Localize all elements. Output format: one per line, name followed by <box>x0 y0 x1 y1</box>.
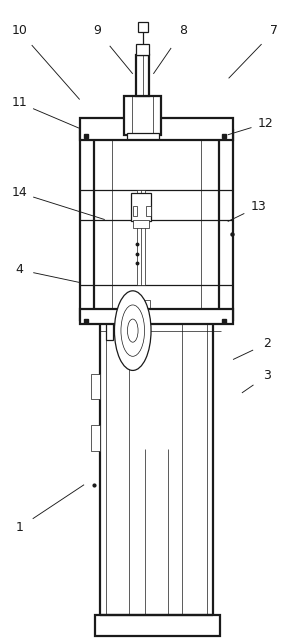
Text: 2: 2 <box>263 337 271 350</box>
Text: 8: 8 <box>179 24 187 37</box>
Bar <box>138 22 148 32</box>
Bar <box>139 300 150 309</box>
Bar <box>127 133 159 139</box>
Text: 1: 1 <box>15 521 23 534</box>
Text: 4: 4 <box>15 263 23 276</box>
Bar <box>131 193 151 221</box>
Bar <box>137 190 145 285</box>
Bar <box>124 96 161 135</box>
Bar <box>91 425 100 451</box>
Bar <box>95 615 220 636</box>
Bar <box>146 206 151 216</box>
Text: 11: 11 <box>11 96 27 109</box>
Text: 10: 10 <box>11 24 27 37</box>
Bar <box>136 44 149 55</box>
Bar <box>136 55 149 96</box>
Text: 12: 12 <box>258 117 273 130</box>
Bar <box>141 308 147 321</box>
Text: 7: 7 <box>270 24 278 37</box>
Circle shape <box>114 291 151 370</box>
Text: 13: 13 <box>250 200 266 213</box>
Bar <box>80 309 233 324</box>
Text: 9: 9 <box>94 24 101 37</box>
Circle shape <box>127 319 138 342</box>
Bar <box>80 118 233 140</box>
Bar <box>219 130 233 320</box>
Circle shape <box>121 305 145 356</box>
Bar <box>91 374 100 399</box>
Bar <box>106 321 113 340</box>
Bar <box>133 220 149 228</box>
Text: 3: 3 <box>263 369 271 382</box>
Bar <box>133 206 137 216</box>
Bar <box>80 130 94 320</box>
Text: 14: 14 <box>11 186 27 199</box>
